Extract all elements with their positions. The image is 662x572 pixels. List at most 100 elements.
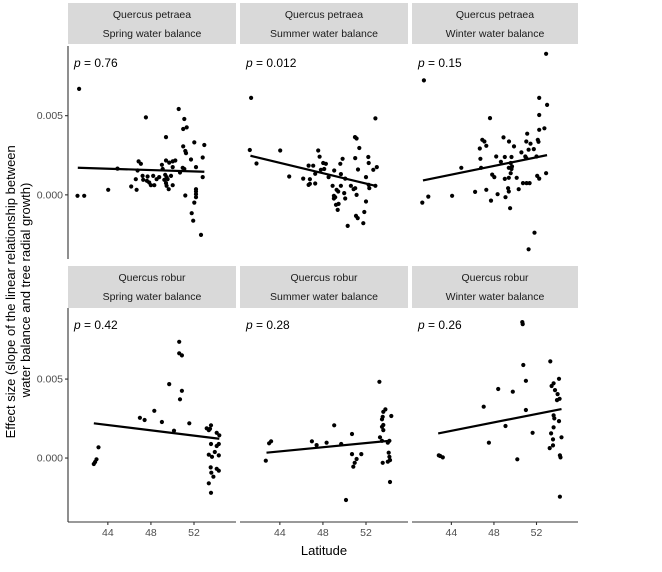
data-point [487, 116, 493, 121]
data-point [152, 183, 157, 188]
data-point [182, 116, 187, 122]
data-point [163, 158, 169, 163]
facet-strip [240, 3, 408, 44]
data-point [503, 423, 508, 429]
data-point [362, 209, 367, 215]
data-point [349, 452, 355, 457]
p-symbol: p [245, 318, 253, 332]
data-point [380, 460, 385, 465]
data-point [181, 126, 186, 132]
data-point [179, 388, 184, 393]
data-point [355, 167, 361, 172]
y-tick-label: 0.000 [37, 453, 63, 465]
regression-line [93, 422, 220, 440]
data-point [526, 147, 531, 152]
data-point [254, 161, 259, 166]
data-point [550, 443, 556, 448]
data-point [212, 449, 217, 455]
facet-strip [412, 266, 578, 308]
data-point [473, 189, 478, 194]
data-point [171, 428, 177, 433]
data-point [537, 127, 542, 132]
data-point [142, 417, 147, 423]
data-point [495, 192, 500, 197]
data-point [167, 160, 172, 165]
data-point [459, 165, 464, 170]
facet-species-label: Quercus petraea [456, 9, 534, 21]
data-point [287, 174, 292, 179]
data-point [506, 189, 511, 194]
x-tick-label: 52 [188, 527, 200, 539]
data-point [192, 140, 197, 145]
data-point [551, 425, 556, 430]
data-point [481, 404, 486, 409]
data-point [381, 428, 386, 433]
data-point [549, 383, 554, 389]
data-point [374, 165, 379, 170]
facet-strip [68, 266, 236, 308]
data-point [555, 392, 560, 397]
axes-layer: 0.000 0.005 0.000 0.005 44 48 52 44 48 52 44 48 52 [37, 46, 578, 539]
data-point [440, 455, 445, 460]
data-point [342, 191, 347, 196]
data-point [263, 458, 268, 463]
data-point [420, 200, 425, 205]
data-point [506, 186, 511, 191]
data-point [322, 166, 327, 172]
data-point [527, 181, 532, 186]
data-point [478, 156, 483, 161]
facet-species-label: Quercus robur [461, 272, 529, 284]
facet-species-label: Quercus robur [118, 272, 186, 284]
regression-line [266, 439, 390, 454]
panel-quercus-petraea-spring: Quercus petraea Spring water balance p = 0… [68, 3, 236, 237]
data-point [143, 115, 148, 120]
data-point [96, 445, 101, 450]
data-point [200, 175, 205, 180]
data-point [192, 200, 197, 205]
facet-variable-label: Spring water balance [103, 28, 202, 40]
data-point [159, 162, 164, 167]
data-point [206, 481, 211, 486]
data-point [324, 440, 329, 445]
data-point [523, 378, 529, 383]
p-symbol: p [417, 318, 425, 332]
data-point [386, 450, 391, 455]
facet-strip [240, 266, 408, 308]
data-point [82, 193, 87, 198]
data-point [208, 465, 213, 470]
data-point [523, 407, 529, 413]
data-point [379, 417, 385, 422]
data-point [545, 102, 550, 107]
facet-variable-label: Summer water balance [270, 28, 378, 40]
data-point [549, 431, 554, 436]
data-point [503, 195, 508, 200]
data-point [332, 423, 337, 428]
data-point [381, 409, 386, 414]
data-point [326, 175, 331, 180]
data-point [306, 163, 311, 168]
panels-layer: Quercus petraea Spring water balance p = 0… [68, 3, 578, 503]
data-point [267, 441, 272, 446]
data-point [307, 177, 312, 182]
data-point [506, 139, 512, 144]
data-point [179, 353, 184, 358]
data-point [323, 161, 328, 166]
p-value-label: p = 0.42 [73, 318, 118, 332]
data-point [510, 389, 515, 394]
regression-line [422, 154, 548, 182]
data-point [214, 430, 219, 435]
data-point [343, 497, 349, 503]
data-point [189, 211, 194, 216]
x-tick-label: 48 [488, 527, 500, 539]
data-point [525, 131, 530, 136]
data-point [140, 173, 145, 178]
data-point [187, 421, 192, 426]
data-point [492, 175, 497, 180]
y-axis-title-line-2: water balance and tree radial growth) [18, 183, 33, 399]
data-point [366, 154, 371, 160]
data-point [509, 166, 514, 172]
data-point [524, 139, 529, 144]
data-point [516, 187, 521, 192]
facet-variable-label: Winter water balance [446, 291, 545, 303]
data-point [177, 339, 182, 344]
